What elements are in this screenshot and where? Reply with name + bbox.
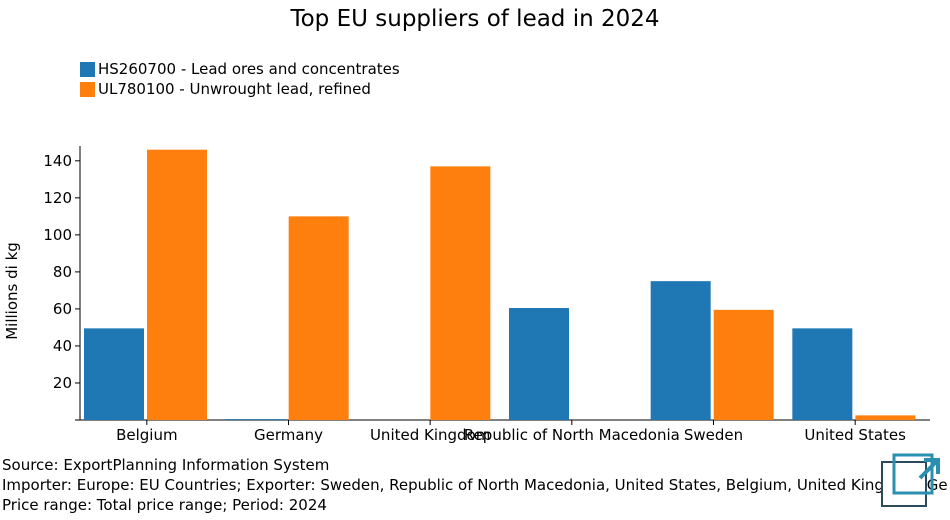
legend-item-hs260700[interactable]: HS260700 - Lead ores and concentrates (80, 59, 400, 79)
y-tick-label: 40 (53, 337, 72, 355)
bar-ul780100 (147, 149, 207, 420)
y-tick-label: 120 (43, 189, 72, 207)
y-tick-label: 80 (53, 263, 72, 281)
x-tick-label: United Kingdom (370, 426, 490, 444)
exportplanning-logo-icon (881, 453, 940, 507)
source-text: Source: ExportPlanning Information Syste… (2, 456, 330, 474)
y-axis-label: Millions di kg (3, 242, 21, 340)
footer: Source: ExportPlanning Information Syste… (2, 455, 948, 515)
chart-title: Top EU suppliers of lead in 2024 (290, 6, 660, 32)
bar-hs260700 (84, 328, 144, 420)
legend-label: HS260700 - Lead ores and concentrates (98, 60, 400, 78)
legend-label: UL780100 - Unwrought lead, refined (98, 80, 371, 98)
bar-hs260700 (792, 328, 853, 420)
x-tick-label: Germany (254, 426, 323, 444)
bar-hs260700 (225, 419, 286, 420)
bar-hs260700 (509, 307, 569, 420)
legend-swatch-orange (80, 81, 95, 97)
y-tick-label: 20 (53, 374, 72, 392)
bar-ul780100 (288, 216, 349, 420)
bar-ul780100 (713, 309, 774, 420)
period-text: Price range: Total price range; Period: … (2, 496, 327, 514)
x-tick-label: United States (804, 426, 906, 444)
x-tick-label: Republic of North Macedonia (464, 426, 680, 444)
legend-swatch-blue (80, 61, 95, 77)
legend-item-ul780100[interactable]: UL780100 - Unwrought lead, refined (80, 79, 400, 99)
x-tick-label: Belgium (116, 426, 178, 444)
bar-hs260700 (650, 281, 711, 420)
bar-ul780100 (855, 415, 916, 420)
x-tick-label: Sweden (684, 426, 743, 444)
legend: HS260700 - Lead ores and concentrates UL… (80, 59, 400, 99)
bar-ul780100 (430, 166, 491, 420)
y-tick-label: 140 (43, 152, 72, 170)
y-tick-label: 60 (53, 300, 72, 318)
y-tick-label: 100 (43, 226, 72, 244)
importer-text: Importer: Europe: EU Countries; Exporter… (2, 476, 948, 494)
bar-chart: 20 40 60 80 100 120 140 Millions di kg Belgium Ge… (3, 146, 930, 444)
